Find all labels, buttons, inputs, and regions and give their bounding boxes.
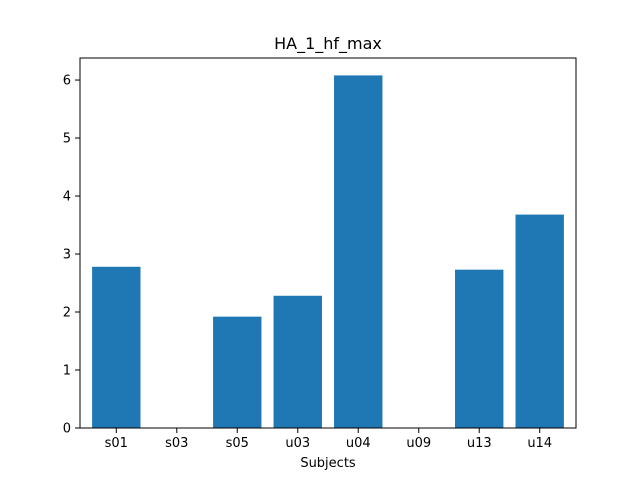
x-axis: s01 s03 s05 u03 u04 u09 u13 u14 [105,428,552,451]
y-tick-label: 4 [63,190,71,205]
x-tick-label: s03 [165,436,188,451]
bar-u04 [334,75,383,429]
x-tick-label: u03 [285,436,310,451]
x-tick-label: u14 [527,436,552,451]
bar-s05 [213,316,262,428]
y-tick-label: 0 [63,422,71,437]
y-tick-label: 2 [63,306,71,321]
y-tick-label: 1 [63,364,71,379]
x-tick-label: s01 [105,436,128,451]
y-tick-label: 3 [63,248,71,263]
plot-frame [79,57,577,429]
bars-group [92,75,564,429]
y-tick-label: 5 [63,132,71,147]
x-axis-label: Subjects [300,456,356,471]
x-tick-label: u13 [467,436,492,451]
y-tick-label: 6 [63,74,71,89]
y-axis: 0 1 2 3 4 5 6 [63,74,80,437]
x-tick-label: u09 [406,436,431,451]
bar-u14 [515,214,564,428]
x-tick-label: u04 [346,436,371,451]
bar-u03 [273,295,322,428]
chart-title: HA_1_hf_max [274,34,382,54]
bar-u13 [455,269,504,428]
x-tick-label: s05 [226,436,249,451]
bar-s01 [92,266,141,428]
